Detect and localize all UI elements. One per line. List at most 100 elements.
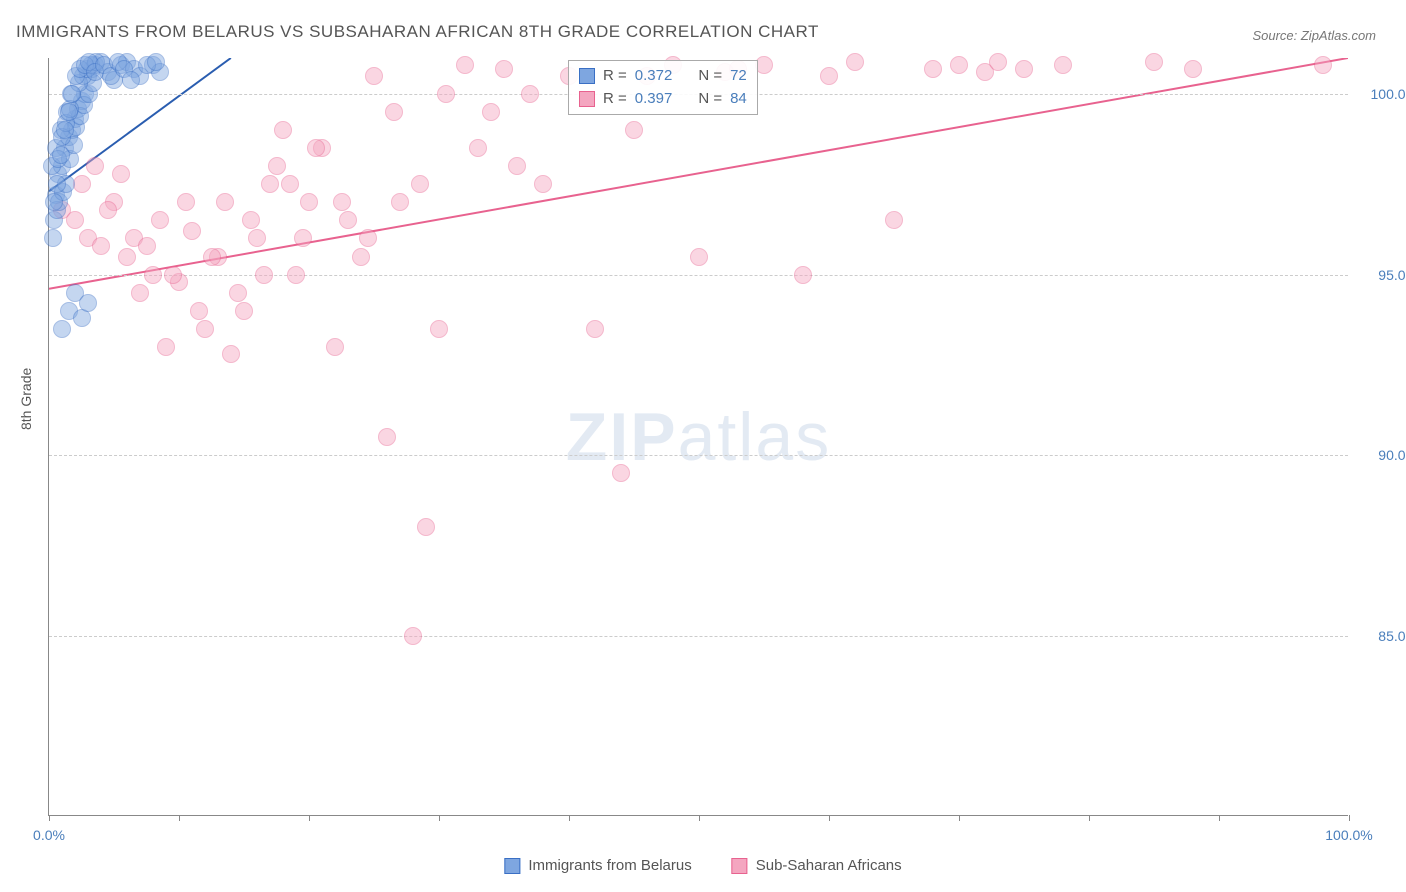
- r-label: R =: [603, 65, 627, 88]
- data-point: [86, 157, 104, 175]
- data-point: [612, 464, 630, 482]
- data-point: [255, 266, 273, 284]
- xtick: [1089, 815, 1090, 821]
- xtick: [439, 815, 440, 821]
- data-point: [177, 193, 195, 211]
- data-point: [60, 103, 78, 121]
- data-point: [66, 211, 84, 229]
- data-point: [521, 85, 539, 103]
- data-point: [885, 211, 903, 229]
- ytick-label: 95.0%: [1358, 267, 1406, 283]
- legend-swatch: [504, 858, 520, 874]
- data-point: [203, 248, 221, 266]
- series-name: Immigrants from Belarus: [528, 857, 691, 874]
- data-point: [53, 320, 71, 338]
- bottom-legend-item: Sub-Saharan Africans: [732, 857, 902, 874]
- legend-row: R = 0.372 N = 72: [579, 65, 747, 88]
- data-point: [690, 248, 708, 266]
- source-attribution: Source: ZipAtlas.com: [1252, 28, 1376, 43]
- data-point: [950, 56, 968, 74]
- r-value: 0.397: [635, 88, 673, 111]
- data-point: [222, 345, 240, 363]
- data-point: [242, 211, 260, 229]
- n-label: N =: [698, 65, 722, 88]
- data-point: [79, 294, 97, 312]
- xtick: [959, 815, 960, 821]
- data-point: [411, 175, 429, 193]
- chart-title: IMMIGRANTS FROM BELARUS VS SUBSAHARAN AF…: [16, 22, 819, 42]
- data-point: [138, 237, 156, 255]
- data-point: [268, 157, 286, 175]
- ytick-label: 85.0%: [1358, 628, 1406, 644]
- gridline: [49, 455, 1348, 456]
- data-point: [157, 338, 175, 356]
- n-label: N =: [698, 88, 722, 111]
- data-point: [131, 284, 149, 302]
- data-point: [216, 193, 234, 211]
- xtick: [49, 815, 50, 821]
- watermark-light: atlas: [678, 399, 832, 475]
- xtick: [829, 815, 830, 821]
- data-point: [482, 103, 500, 121]
- xtick: [179, 815, 180, 821]
- data-point: [495, 60, 513, 78]
- r-label: R =: [603, 88, 627, 111]
- data-point: [508, 157, 526, 175]
- data-point: [73, 175, 91, 193]
- data-point: [534, 175, 552, 193]
- n-value: 84: [730, 88, 747, 111]
- ytick-label: 100.0%: [1358, 86, 1406, 102]
- xtick-label: 100.0%: [1325, 827, 1372, 843]
- bottom-legend-item: Immigrants from Belarus: [504, 857, 691, 874]
- data-point: [586, 320, 604, 338]
- legend-swatch: [579, 68, 595, 84]
- xtick: [699, 815, 700, 821]
- data-point: [326, 338, 344, 356]
- xtick-label: 0.0%: [33, 827, 65, 843]
- data-point: [151, 211, 169, 229]
- data-point: [99, 201, 117, 219]
- series-name: Sub-Saharan Africans: [756, 857, 902, 874]
- data-point: [417, 518, 435, 536]
- data-point: [385, 103, 403, 121]
- data-point: [122, 71, 140, 89]
- data-point: [190, 302, 208, 320]
- data-point: [48, 175, 66, 193]
- correlation-legend: R = 0.372 N = 72 R = 0.397 N = 84: [568, 60, 758, 115]
- ytick-label: 90.0%: [1358, 447, 1406, 463]
- data-point: [248, 229, 266, 247]
- data-point: [469, 139, 487, 157]
- r-value: 0.372: [635, 65, 673, 88]
- bottom-legend: Immigrants from Belarus Sub-Saharan Afric…: [504, 857, 901, 874]
- watermark-bold: ZIP: [566, 399, 678, 475]
- n-value: 72: [730, 65, 747, 88]
- data-point: [1054, 56, 1072, 74]
- data-point: [52, 146, 70, 164]
- data-point: [56, 121, 74, 139]
- data-point: [183, 222, 201, 240]
- plot-area: ZIPatlas 85.0%90.0%95.0%100.0%0.0%100.0%: [48, 58, 1348, 816]
- data-point: [274, 121, 292, 139]
- data-point: [339, 211, 357, 229]
- data-point: [112, 165, 130, 183]
- data-point: [1314, 56, 1332, 74]
- trendlines-layer: [49, 58, 1348, 815]
- data-point: [147, 53, 165, 71]
- data-point: [989, 53, 1007, 71]
- data-point: [437, 85, 455, 103]
- data-point: [924, 60, 942, 78]
- legend-row: R = 0.397 N = 84: [579, 88, 747, 111]
- data-point: [430, 320, 448, 338]
- data-point: [229, 284, 247, 302]
- data-point: [235, 302, 253, 320]
- data-point: [164, 266, 182, 284]
- data-point: [404, 627, 422, 645]
- data-point: [118, 248, 136, 266]
- data-point: [45, 193, 63, 211]
- y-axis-label: 8th Grade: [18, 368, 34, 430]
- gridline: [49, 636, 1348, 637]
- data-point: [333, 193, 351, 211]
- data-point: [1015, 60, 1033, 78]
- data-point: [391, 193, 409, 211]
- data-point: [352, 248, 370, 266]
